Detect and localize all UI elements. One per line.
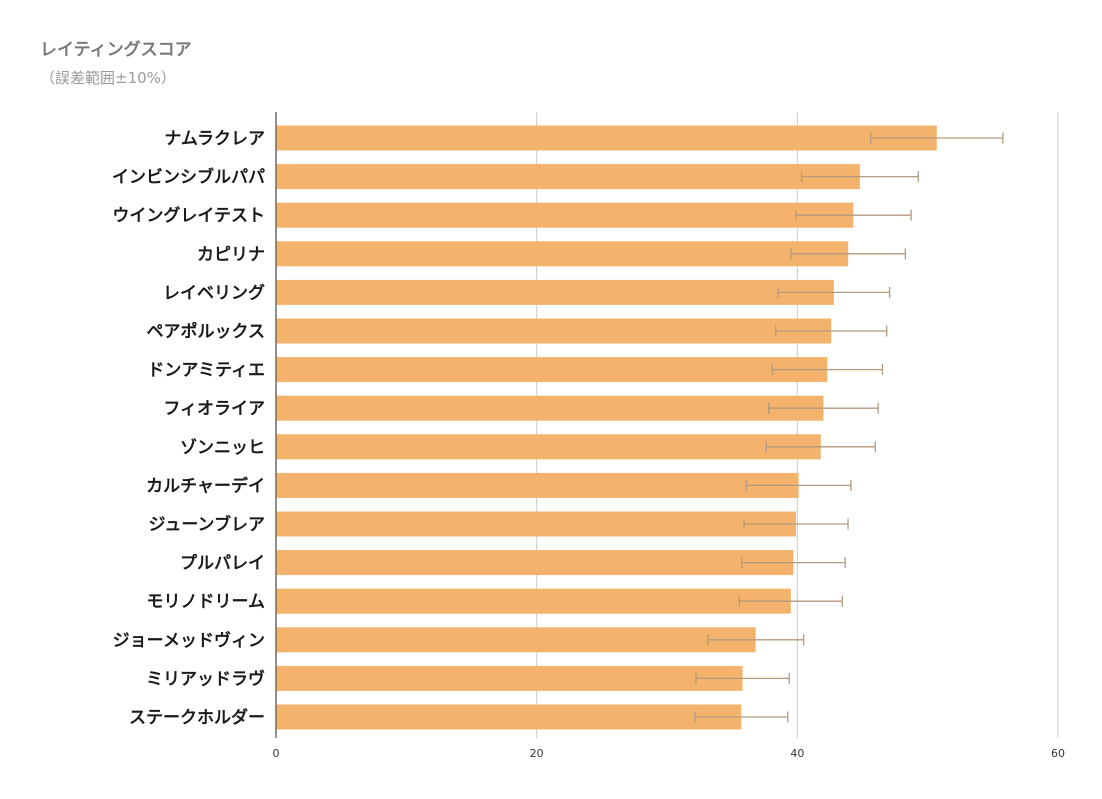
error-bars: [694, 132, 1004, 723]
error-bar: [800, 171, 919, 183]
x-tick-label: 40: [790, 747, 804, 760]
category-label: フィオライア: [163, 399, 265, 419]
bar: [276, 202, 854, 228]
error-bar: [745, 479, 852, 491]
category-label: インビンシブルパパ: [112, 167, 265, 188]
error-bar: [777, 286, 891, 298]
category-label: ドンアミティエ: [147, 361, 265, 381]
category-label: ナムラクレア: [164, 129, 265, 149]
error-bar: [741, 557, 846, 569]
error-bar: [707, 634, 805, 646]
error-bar: [738, 595, 843, 607]
x-tick-label: 20: [530, 747, 544, 760]
error-bar: [870, 132, 1004, 144]
x-tick-label: 0: [273, 747, 280, 760]
category-label: プルパレイ: [180, 553, 265, 574]
bar: [276, 627, 756, 653]
category-label: ペアポルックス: [147, 321, 266, 342]
error-bar: [695, 672, 790, 684]
category-label: ジューンブレア: [149, 514, 265, 535]
category-labels: ナムラクレアインビンシブルパパウイングレイテストカピリナレイベリングペアポルック…: [112, 129, 265, 728]
chart-subtitle: （誤差範囲±10%）: [40, 69, 176, 87]
category-label: モリノドリーム: [147, 592, 266, 612]
category-label: レイベリング: [163, 282, 265, 303]
category-label: ゾンニッヒ: [180, 438, 265, 458]
bar: [276, 395, 824, 421]
bar: [276, 164, 860, 190]
bar: [276, 125, 937, 151]
category-label: ウイングレイテスト: [112, 205, 265, 226]
bar: [276, 434, 821, 460]
bar: [276, 588, 791, 614]
error-bar: [743, 518, 849, 530]
error-bar: [765, 441, 876, 453]
bar: [276, 241, 849, 267]
bar: [276, 279, 834, 305]
category-label: ミリアッドラヴ: [146, 668, 265, 689]
bar: [276, 472, 799, 498]
x-tick-label: 60: [1051, 747, 1065, 760]
bar: [276, 318, 832, 344]
chart-title-block: レイティングスコア （誤差範囲±10%）: [40, 38, 192, 90]
bar: [276, 511, 797, 537]
error-bar: [694, 711, 789, 723]
bar: [276, 665, 743, 691]
category-label: カルチャーデイ: [146, 475, 265, 496]
category-label: カピリナ: [197, 245, 265, 265]
error-bar: [768, 402, 879, 414]
error-bar: [794, 209, 912, 221]
chart-title: レイティングスコア: [40, 40, 192, 60]
x-axis-ticks: 0 20 40 60: [273, 747, 1066, 760]
bar: [276, 357, 828, 383]
bar: [276, 704, 742, 730]
error-bar: [771, 364, 884, 376]
bars: [276, 125, 937, 730]
bar: [276, 550, 794, 576]
category-label: ステークホルダー: [129, 707, 265, 728]
category-label: ジョーメッドヴィン: [113, 630, 265, 651]
error-bar: [790, 248, 907, 260]
error-bar: [775, 325, 888, 337]
